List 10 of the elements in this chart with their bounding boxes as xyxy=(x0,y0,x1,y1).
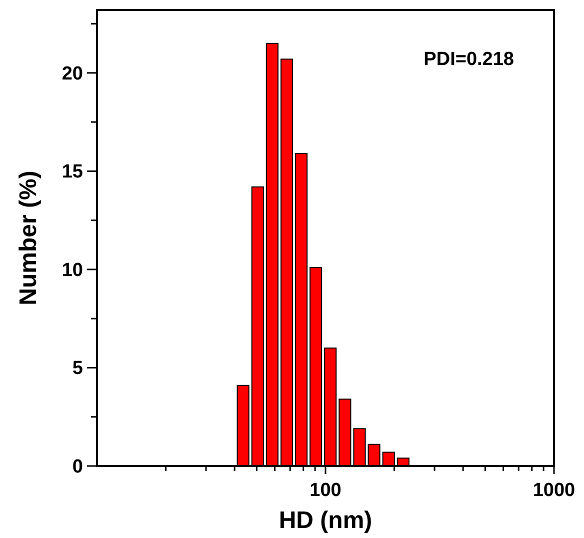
x-tick-label: 1000 xyxy=(532,480,576,501)
annotation: PDI=0.218 xyxy=(424,49,514,70)
y-tick-label: 10 xyxy=(62,260,83,281)
y-axis-title: Number (%) xyxy=(15,170,42,306)
y-tick-label: 0 xyxy=(72,456,83,478)
y-tick-label: 5 xyxy=(72,358,84,380)
y-tick-label: 20 xyxy=(62,63,83,84)
y-tick-label: 15 xyxy=(62,162,84,183)
x-axis-title: HD (nm) xyxy=(278,507,372,534)
x-tick-label: 100 xyxy=(310,480,342,501)
